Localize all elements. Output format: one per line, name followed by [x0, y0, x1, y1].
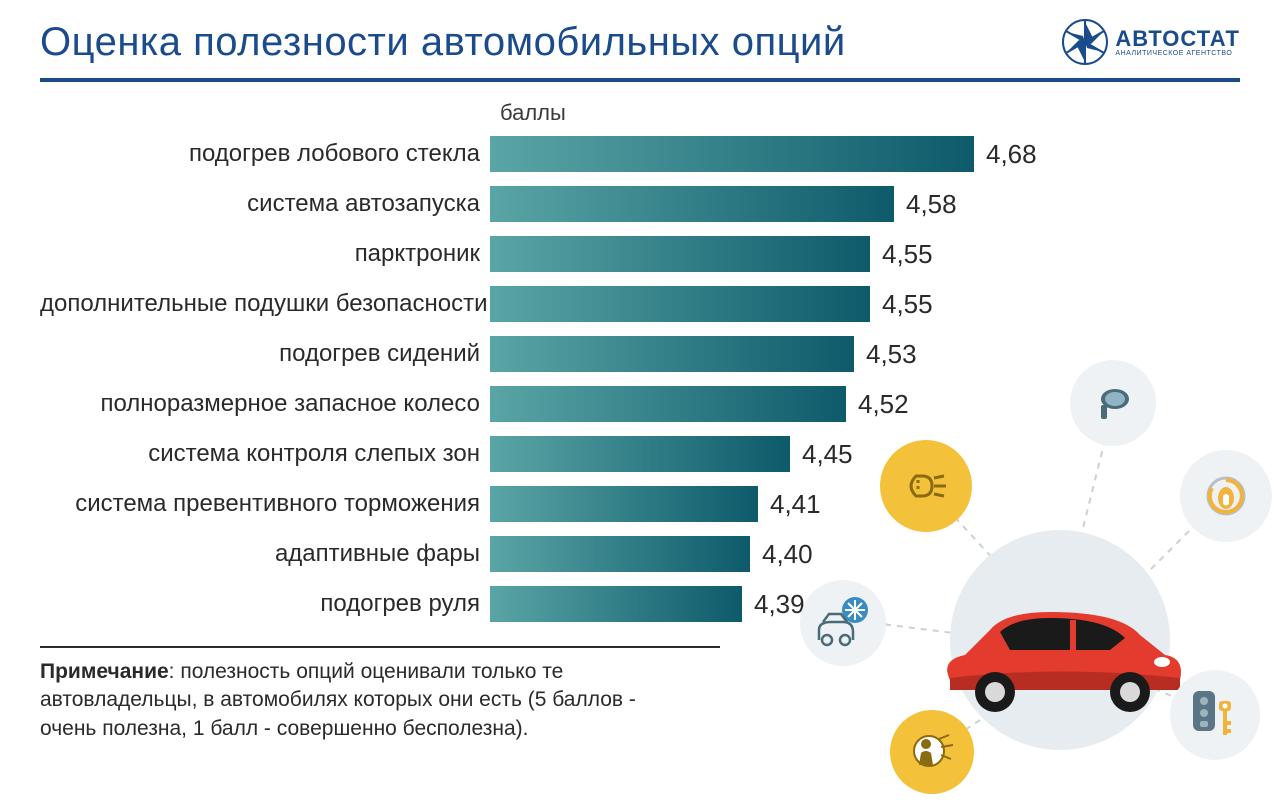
chart-row: дополнительные подушки безопасности 4,55 — [40, 282, 1240, 326]
power-icon — [1180, 450, 1272, 542]
climate-icon — [800, 580, 886, 666]
bar — [490, 436, 790, 472]
row-label: подогрев руля — [40, 590, 490, 618]
row-value: 4,58 — [906, 189, 957, 220]
bar — [490, 536, 750, 572]
logo-icon — [1061, 18, 1109, 66]
airbag-icon — [890, 710, 974, 794]
chart-row: подогрев лобового стекла 4,68 — [40, 132, 1240, 176]
key-icon — [1170, 670, 1260, 760]
logo-text-sub: АНАЛИТИЧЕСКОЕ АГЕНТСТВО — [1115, 50, 1240, 57]
chart-row: система автозапуска 4,58 — [40, 182, 1240, 226]
car-hub — [950, 530, 1170, 750]
logo-text-main: АВТОСТАТ — [1115, 28, 1240, 50]
row-label: система превентивного торможения — [40, 490, 490, 518]
mirror-icon — [1070, 360, 1156, 446]
footnote-divider — [40, 646, 720, 648]
car-illustration — [750, 360, 1270, 790]
row-label: полноразмерное запасное колесо — [40, 390, 490, 418]
row-value: 4,55 — [882, 239, 933, 270]
brand-logo: АВТОСТАТ АНАЛИТИЧЕСКОЕ АГЕНТСТВО — [1061, 18, 1240, 66]
chart-row: парктроник 4,55 — [40, 232, 1240, 276]
row-value: 4,68 — [986, 139, 1037, 170]
bar — [490, 136, 974, 172]
row-label: подогрев лобового стекла — [40, 140, 490, 168]
row-label: система контроля слепых зон — [40, 440, 490, 468]
bar — [490, 486, 758, 522]
chart-title: Оценка полезности автомобильных опций — [40, 20, 846, 65]
row-label: дополнительные подушки безопасности — [40, 290, 490, 318]
bar — [490, 186, 894, 222]
headlight-icon — [880, 440, 972, 532]
row-label: адаптивные фары — [40, 540, 490, 568]
car-icon — [930, 600, 1190, 720]
bar — [490, 286, 870, 322]
bar — [490, 586, 742, 622]
row-label: парктроник — [40, 240, 490, 268]
footnote: Примечание: полезность опций оценивали т… — [0, 658, 700, 743]
footnote-bold: Примечание — [40, 660, 169, 683]
row-value: 4,55 — [882, 289, 933, 320]
bar — [490, 236, 870, 272]
axis-label: баллы — [500, 100, 1240, 126]
row-label: подогрев сидений — [40, 340, 490, 368]
row-label: система автозапуска — [40, 190, 490, 218]
header-divider — [40, 78, 1240, 82]
